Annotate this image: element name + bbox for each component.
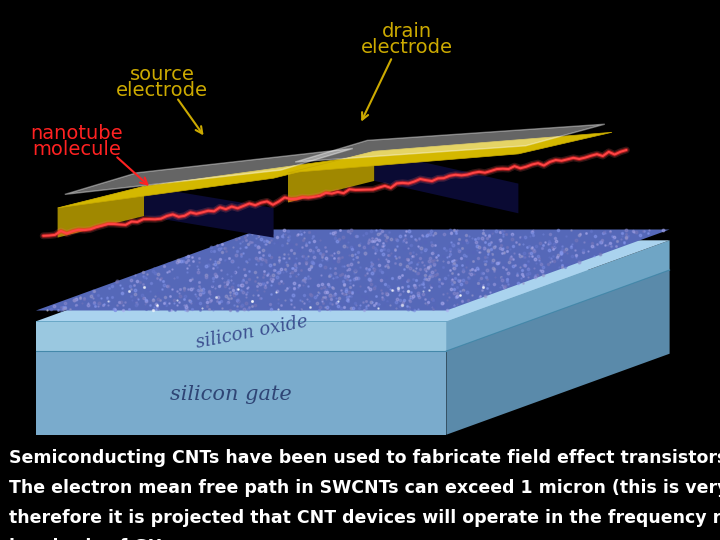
Text: Semiconducting CNTs have been used to fabricate field effect transistors (CNTFET: Semiconducting CNTs have been used to fa… xyxy=(9,449,720,467)
Polygon shape xyxy=(295,124,605,162)
Polygon shape xyxy=(446,270,670,435)
Polygon shape xyxy=(288,151,374,202)
Text: electrode: electrode xyxy=(361,38,453,57)
Polygon shape xyxy=(36,321,446,351)
Text: molecule: molecule xyxy=(32,140,122,159)
Polygon shape xyxy=(36,270,670,351)
Polygon shape xyxy=(288,132,612,173)
Polygon shape xyxy=(144,186,274,238)
Polygon shape xyxy=(58,157,360,208)
Text: hundreds of GHz.: hundreds of GHz. xyxy=(9,538,179,540)
Text: silicon oxide: silicon oxide xyxy=(194,313,310,352)
Text: nanotube: nanotube xyxy=(31,124,123,143)
Polygon shape xyxy=(58,186,144,238)
Polygon shape xyxy=(374,151,518,213)
Polygon shape xyxy=(446,240,670,351)
Text: source: source xyxy=(130,65,194,84)
Polygon shape xyxy=(36,351,446,435)
Polygon shape xyxy=(36,230,670,310)
Text: silicon gate: silicon gate xyxy=(169,384,292,404)
Text: drain: drain xyxy=(382,22,432,40)
Text: therefore it is projected that CNT devices will operate in the frequency range o: therefore it is projected that CNT devic… xyxy=(9,509,720,526)
Polygon shape xyxy=(65,148,353,194)
Text: electrode: electrode xyxy=(116,81,208,100)
Text: The electron mean free path in SWCNTs can exceed 1 micron (this is very large): The electron mean free path in SWCNTs ca… xyxy=(9,479,720,497)
Polygon shape xyxy=(36,240,670,321)
